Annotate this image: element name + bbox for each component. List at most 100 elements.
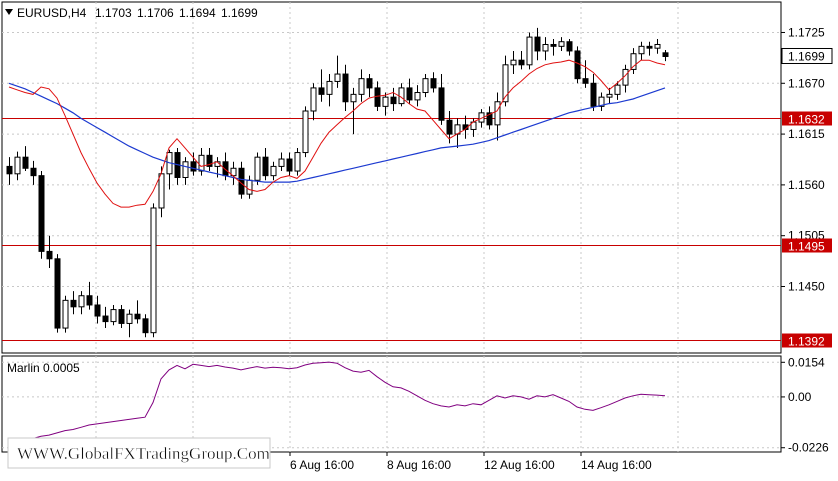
bull-candle-body [334,73,341,82]
bull-candle-body [398,87,405,105]
bull-candle-body [326,80,333,95]
candle [342,64,349,111]
candle [102,306,109,329]
ohlc-open: 1.1703 [95,6,132,20]
bull-candle-body [606,93,613,98]
bear-candle-body [118,309,125,324]
candle [614,81,621,100]
candle [278,152,285,172]
bear-candle-body [590,82,597,107]
bear-candle-body [134,313,141,320]
symbol-timeframe-label: EURUSD,H4 [17,6,87,20]
bear-candle-body [566,41,573,52]
current-price-label: 1.1699 [788,49,825,63]
bear-candle-body [30,167,37,177]
candle [150,203,157,338]
watermark: WWW.GlobalFXTradingGroup.Com [7,437,271,469]
bear-candle-body [550,43,557,47]
bull-candle-body [110,309,117,323]
bull-candle-body [294,152,301,172]
bear-candle-body [662,52,669,57]
bear-candle-body [534,36,541,52]
candle [526,32,533,70]
level-label-box [782,333,832,348]
price-tick-label: 1.1450 [788,279,825,293]
bull-candle-body [422,78,429,94]
candle [54,254,61,333]
bear-candle-body [46,250,53,260]
candle [206,147,213,172]
ohlc-close: 1.1699 [221,6,258,20]
candle [582,60,589,88]
candle [94,295,101,324]
candle [366,74,373,98]
bull-candle-body [182,161,189,178]
slow-moving-average-line [8,82,666,183]
candle [566,38,573,56]
candle [438,74,445,125]
candle [542,37,549,61]
candle [486,106,493,130]
bear-candle-body [390,96,397,105]
candle [134,300,141,324]
candle [302,106,309,158]
bull-candle-body [654,43,661,49]
bull-candle-body [502,64,509,103]
bear-candle-body [438,87,445,121]
bull-candle-body [382,96,389,107]
bull-candle-body [158,173,165,209]
candle [518,50,525,70]
current-price-box [781,47,833,64]
main-grid [2,2,781,353]
candle [46,235,53,269]
bear-candle-body [430,78,437,89]
candle [22,146,29,172]
bull-candle-body [150,207,157,334]
bear-candle-body [574,50,581,80]
candle [62,295,69,333]
candle [550,38,557,56]
candle [6,157,13,185]
price-tick-label: 1.1615 [788,127,825,141]
bear-candle-body [486,112,493,126]
bull-candle-body [414,92,421,101]
bull-candle-body [78,295,85,308]
bull-candle-body [542,43,549,52]
candle [502,55,509,107]
candle [14,151,21,181]
bear-candle-body [190,161,197,172]
bear-candle-body [206,154,213,167]
bear-candle-body [38,175,45,252]
bear-candle-body [582,78,589,84]
bull-candle-body [278,158,285,167]
bear-candle-body [54,258,61,329]
candle [38,171,45,259]
bull-candle-body [358,78,365,95]
watermark-box [7,437,271,469]
candle [294,147,301,176]
candle [558,37,565,51]
bull-candle-body [246,179,253,195]
candle [630,48,637,75]
bull-candle-body [510,59,517,66]
bear-candle-body [262,156,269,177]
candle [430,72,437,93]
level-label-box [782,238,832,253]
candle [590,74,597,111]
candle [358,69,365,102]
bull-candle-body [638,45,645,55]
candle [110,304,117,326]
symbol-dropdown-triangle-icon[interactable] [5,9,13,15]
bear-candle-body [70,299,77,308]
bull-candle-body [630,53,637,70]
candle [494,92,501,141]
bull-candle-body [614,84,621,95]
time-tick-label: 14 Aug 16:00 [581,458,652,472]
level-label: 1.1495 [788,240,825,254]
indicator-grid [2,356,781,452]
level-label: 1.1632 [788,113,825,127]
horizontal-levels [2,118,781,341]
bear-candle-body [366,78,373,89]
candle [318,69,325,102]
